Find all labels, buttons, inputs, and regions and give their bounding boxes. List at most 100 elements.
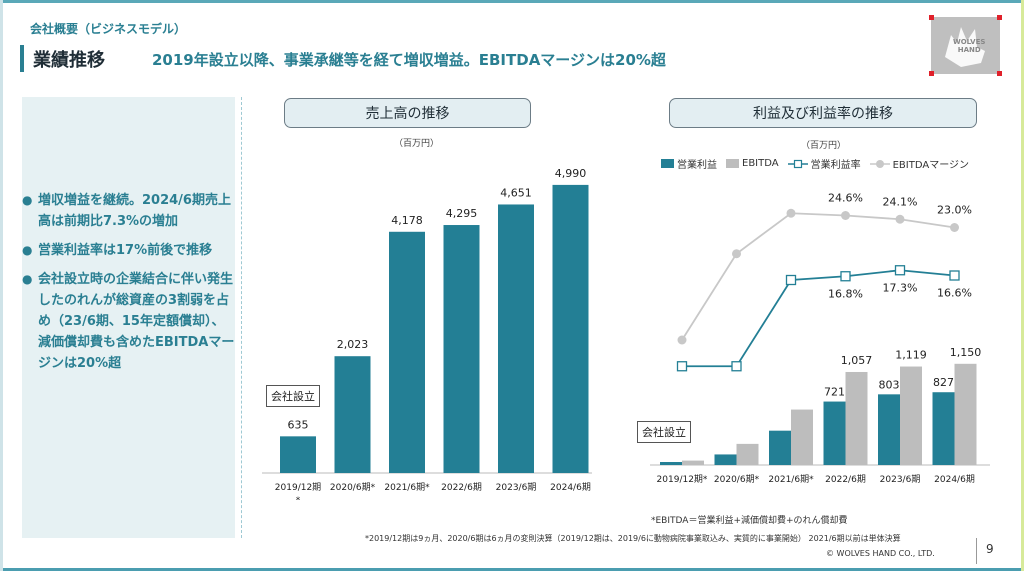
legend-operating-profit: 営業利益	[661, 156, 717, 171]
ebitda-bar	[900, 366, 922, 465]
revenue-category-label: 2019/12期	[275, 482, 321, 493]
ebitda-value-label: 1,119	[895, 349, 927, 362]
company-logo: WOLVES HAND	[929, 15, 1002, 76]
bullet-item: 会社設立時の企業結合に伴い発生したのれんが総資産の3割弱を占め（23/6期、15…	[22, 269, 237, 374]
summary-bullets: 増収増益を継続。2024/6期売上高は前期比7.3%の増加 営業利益率は17%前…	[22, 190, 237, 382]
ebitda-bar	[845, 371, 868, 465]
right-border	[1021, 0, 1024, 571]
period-footnote: *2019/12期は9ヵ月、2020/6期は6ヵ月の変則決算（2019/12期は…	[365, 534, 901, 543]
revenue-chart: 635 2019/12期 * 2,023 2020/6期* 4,178 2021/6期* 4,…	[262, 167, 592, 500]
operating-margin-point	[840, 271, 851, 282]
legend-operating-margin: 営業利益率	[787, 156, 861, 171]
profit-category-label: 2019/12期*	[657, 474, 708, 485]
operating-margin-point	[785, 274, 797, 286]
legend-ebitda: EBITDA	[726, 158, 779, 169]
headline: 2019年設立以降、事業承継等を経て増収増益。EBITDAマージンは20%超	[152, 51, 666, 69]
operating-profit-bar	[769, 430, 791, 465]
revenue-chart-title: 売上高の推移	[284, 98, 531, 128]
profit-category-label: 2024/6期	[934, 474, 975, 485]
page-title: 業績推移	[33, 50, 105, 71]
operating-profit-value-label: 721	[824, 386, 845, 399]
logo-corner-marker	[929, 15, 934, 20]
ebitda-bar	[682, 460, 704, 465]
operating-margin-label: 16.8%	[828, 287, 863, 300]
profit-category-label: 2020/6期*	[714, 474, 760, 485]
logo-text-line2: HAND	[957, 46, 981, 54]
operating-margin-line	[682, 269, 955, 368]
revenue-category-label: 2022/6期	[441, 482, 482, 493]
page-divider	[976, 538, 977, 564]
logo-text: WOLVES HAND	[953, 38, 985, 54]
ebitda-margin-label: 24.1%	[883, 195, 918, 208]
profit-chart-legend: 営業利益 EBITDA 営業利益率 EBITDAマージン	[661, 156, 978, 171]
logo-corner-marker	[929, 71, 934, 76]
bullet-item: 増収増益を継続。2024/6期売上高は前期比7.3%の増加	[22, 190, 237, 232]
section-subtitle: 会社概要（ビジネスモデル）	[30, 22, 187, 36]
revenue-chart-unit: （百万円）	[394, 139, 440, 149]
profit-chart: 2019/12期* 2020/6期* 2021/6期* 721 1,057 2022/6期…	[650, 192, 990, 485]
ebitda-margin-point	[732, 249, 741, 259]
top-border	[0, 0, 1024, 3]
operating-profit-bar	[878, 394, 900, 465]
revenue-value-label: 635	[288, 418, 309, 431]
operating-profit-bar	[660, 462, 682, 465]
bottom-border	[0, 568, 1024, 571]
ebitda-margin-point	[841, 211, 850, 220]
ebitda-value-label: 1,150	[950, 346, 982, 359]
ebitda-bar	[954, 363, 977, 465]
revenue-value-label: 4,651	[500, 186, 532, 199]
operating-margin-point	[894, 265, 906, 276]
operating-margin-label: 16.6%	[937, 287, 972, 300]
logo-text-line1: WOLVES	[953, 38, 986, 46]
profit-establishment-label: 会社設立	[637, 421, 691, 443]
revenue-value-label: 4,178	[391, 214, 423, 227]
operating-profit-value-label: 827	[933, 376, 954, 389]
operating-margin-point	[949, 270, 960, 281]
operating-profit-bar	[932, 392, 955, 465]
ebitda-bar	[736, 443, 759, 465]
logo-corner-marker	[997, 15, 1002, 20]
ebitda-bar	[791, 409, 813, 465]
ebitda-margin-point	[895, 214, 905, 224]
logo-corner-marker	[997, 71, 1002, 76]
ebitda-margin-point	[786, 208, 796, 218]
revenue-bar	[389, 231, 425, 473]
revenue-value-label: 2,023	[337, 338, 369, 351]
summary-panel-divider	[241, 97, 244, 538]
revenue-bar	[334, 356, 371, 473]
ebitda-margin-label: 24.6%	[828, 192, 863, 205]
revenue-category-label-mark: *	[296, 496, 301, 500]
profit-category-label: 2022/6期	[825, 474, 866, 485]
profit-category-label: 2023/6期	[880, 474, 921, 485]
revenue-bar	[498, 204, 534, 473]
profit-chart-unit: （百万円）	[801, 141, 847, 151]
wolf-hand-icon	[945, 27, 985, 67]
operating-margin-label: 17.3%	[883, 281, 918, 294]
ebitda-margin-point	[677, 335, 687, 345]
profit-chart-title: 利益及び利益率の推移	[669, 98, 977, 128]
profit-category-label: 2021/6期*	[768, 474, 814, 485]
revenue-category-label: 2024/6期	[550, 482, 591, 493]
revenue-category-label: 2021/6期*	[384, 482, 430, 493]
revenue-bar	[552, 184, 589, 473]
revenue-establishment-label: 会社設立	[266, 385, 320, 407]
operating-margin-point	[731, 361, 742, 372]
legend-ebitda-margin: EBITDAマージン	[869, 156, 969, 171]
title-accent-bar	[20, 45, 24, 72]
operating-profit-bar	[823, 401, 846, 465]
revenue-value-label: 4,990	[555, 167, 587, 180]
left-border	[0, 0, 3, 571]
ebitda-margin-point	[950, 223, 959, 232]
operating-profit-value-label: 803	[879, 378, 900, 391]
ebitda-margin-label: 23.0%	[937, 204, 972, 217]
ebitda-margin-line	[681, 212, 955, 341]
copyright: © WOLVES HAND CO., LTD.	[826, 549, 935, 558]
bullet-item: 営業利益率は17%前後で推移	[22, 240, 237, 261]
operating-profit-bar	[714, 454, 737, 465]
revenue-bar	[443, 225, 480, 473]
ebitda-footnote: *EBITDA＝営業利益+減価償却費+のれん償却費	[651, 516, 848, 526]
revenue-category-label: 2023/6期	[496, 482, 537, 493]
revenue-category-label: 2020/6期*	[330, 482, 376, 493]
ebitda-value-label: 1,057	[841, 354, 873, 367]
revenue-value-label: 4,295	[446, 207, 478, 220]
